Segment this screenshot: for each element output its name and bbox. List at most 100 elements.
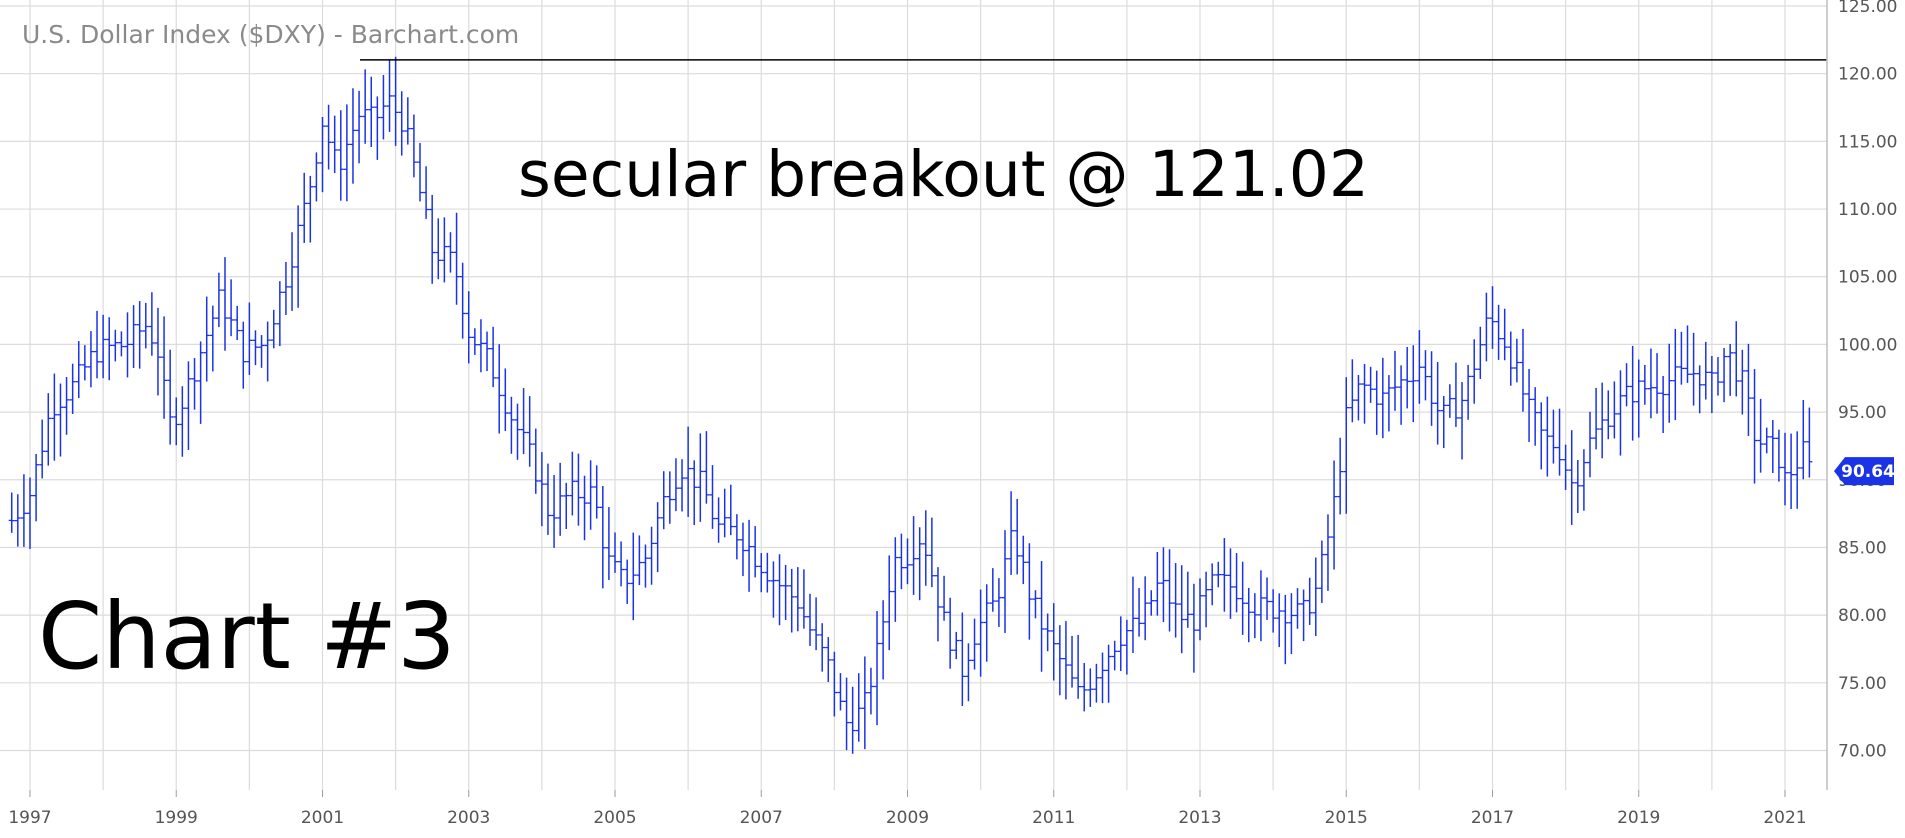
- ohlc-bar: [1264, 577, 1271, 620]
- ohlc-bar: [1123, 619, 1130, 675]
- ohlc-bar: [1629, 345, 1636, 441]
- ohlc-bar: [39, 419, 46, 479]
- ohlc-bar: [666, 471, 673, 524]
- ohlc-bar: [1416, 330, 1423, 404]
- ohlc-bar: [1166, 549, 1173, 632]
- ohlc-bar: [721, 488, 728, 538]
- ohlc-bar: [1026, 543, 1033, 640]
- ohlc-bar: [953, 631, 960, 660]
- ohlc-bar: [1312, 557, 1319, 637]
- ohlc-bar: [1105, 644, 1112, 703]
- ohlc-bar: [1337, 437, 1344, 515]
- ohlc-bar: [526, 396, 533, 467]
- ohlc-bar: [410, 114, 417, 178]
- ohlc-bar: [496, 344, 503, 434]
- ohlc-bar: [185, 361, 192, 450]
- ohlc-bar: [1099, 652, 1106, 704]
- ohlc-bar: [843, 677, 850, 751]
- ohlc-bar: [130, 305, 137, 368]
- ohlc-bar: [51, 373, 58, 461]
- x-tick-label: 2011: [1032, 808, 1075, 828]
- ohlc-bar: [374, 96, 381, 160]
- ohlc-bar: [465, 291, 472, 364]
- ohlc-bar: [423, 166, 430, 219]
- ohlc-bar: [1690, 332, 1697, 406]
- ohlc-bar: [1184, 571, 1191, 628]
- ohlc-bar: [471, 328, 478, 355]
- ohlc-bar: [971, 618, 978, 670]
- ohlc-bar: [270, 309, 277, 349]
- ohlc-bar: [1769, 420, 1776, 474]
- ohlc-bar: [349, 88, 356, 184]
- ohlc-bar: [587, 460, 594, 530]
- ohlc-bar: [1477, 326, 1484, 379]
- ohlc-bar: [1513, 338, 1520, 383]
- ohlc-bar: [612, 532, 618, 573]
- ohlc-bar: [191, 358, 198, 410]
- ohlc-bar: [1324, 514, 1331, 591]
- ohlc-bar: [624, 559, 631, 604]
- ohlc-bar: [429, 194, 436, 284]
- ohlc-bar: [1343, 377, 1350, 514]
- ohlc-bar: [1446, 384, 1453, 418]
- ohlc-bar: [1379, 357, 1386, 439]
- ohlc-bar: [752, 526, 759, 578]
- chart-title: U.S. Dollar Index ($DXY) - Barchart.com: [22, 20, 519, 49]
- ohlc-bar: [1574, 460, 1581, 513]
- x-tick-label: 1997: [8, 808, 51, 828]
- ohlc-bar: [1032, 590, 1039, 619]
- ohlc-bar: [173, 397, 180, 446]
- breakout-annotation: secular breakout @ 121.02: [518, 138, 1369, 211]
- ohlc-bar: [1117, 616, 1124, 672]
- ohlc-bar: [977, 589, 984, 677]
- ohlc-bar: [1367, 366, 1374, 403]
- ohlc-bar: [1428, 351, 1435, 426]
- ohlc-bar: [1142, 576, 1149, 641]
- ohlc-bar: [1440, 396, 1447, 449]
- ohlc-bar: [1306, 577, 1313, 625]
- ohlc-bar: [1794, 431, 1801, 509]
- ohlc-bar: [325, 104, 332, 170]
- ohlc-bar: [435, 218, 442, 280]
- y-tick-label: 105.00: [1838, 268, 1897, 288]
- ohlc-bar: [240, 321, 247, 389]
- ohlc-bar: [1465, 364, 1472, 420]
- ohlc-bar: [45, 393, 52, 466]
- ohlc-bar: [1775, 429, 1782, 482]
- ohlc-bar: [1129, 576, 1136, 653]
- ohlc-bar: [898, 533, 905, 590]
- ohlc-bar: [813, 597, 820, 651]
- ohlc-bar: [1251, 593, 1258, 639]
- ohlc-bar: [1593, 387, 1600, 450]
- ohlc-bar: [831, 651, 838, 717]
- ohlc-bar: [1471, 339, 1478, 404]
- ohlc-bar: [1733, 321, 1740, 397]
- ohlc-bar: [258, 335, 265, 368]
- ohlc-bar: [1014, 498, 1021, 575]
- ohlc-bar: [599, 485, 606, 589]
- x-tick-label: 2021: [1763, 808, 1806, 828]
- ohlc-bar: [770, 561, 777, 618]
- ohlc-bar: [788, 568, 795, 633]
- ohlc-bar: [1708, 355, 1715, 414]
- ohlc-bar: [1087, 668, 1094, 707]
- ohlc-bar: [331, 115, 338, 173]
- ohlc-bar: [794, 567, 801, 632]
- x-tick-label: 2009: [886, 808, 929, 828]
- ohlc-bar: [709, 465, 716, 529]
- ohlc-bar: [1172, 563, 1179, 638]
- ohlc-bar: [100, 314, 107, 379]
- ohlc-bar: [1721, 348, 1728, 403]
- ohlc-bar: [343, 104, 350, 202]
- ohlc-bar: [605, 507, 612, 581]
- ohlc-bar: [295, 205, 302, 308]
- ohlc-bar: [1215, 561, 1222, 588]
- ohlc-bar: [264, 321, 271, 382]
- ohlc-bar: [477, 319, 484, 373]
- ohlc-bar: [922, 510, 929, 586]
- ohlc-bar: [1757, 398, 1764, 473]
- ohlc-bar: [782, 565, 789, 621]
- ohlc-bar: [807, 593, 813, 646]
- ohlc-bar: [1038, 561, 1045, 672]
- ohlc-bar: [800, 569, 807, 629]
